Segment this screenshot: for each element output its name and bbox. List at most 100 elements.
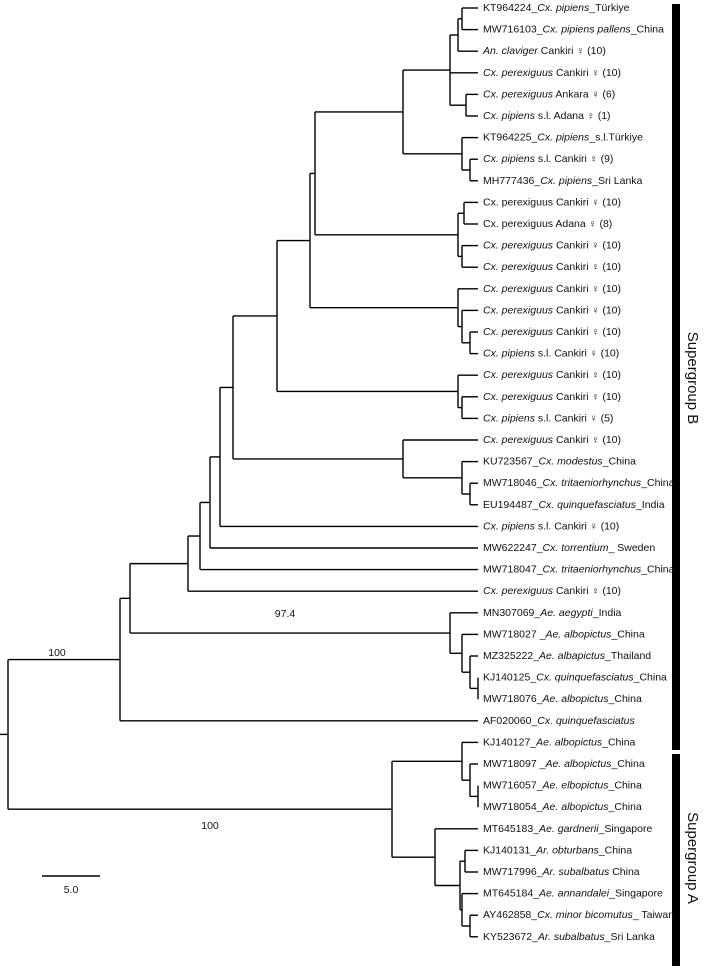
label-part: MW622247_ [483,542,543,554]
label-part: Cankiri ♀ (10) [553,304,621,316]
leaf-label: Cx. perexiguus Cankiri ♀ (10) [483,261,621,273]
label-part: MT645183_ [483,823,539,835]
leaf-label: Cx. perexiguus Cankiri ♀ (10) [483,326,621,338]
label-part: s.l. Cankiri ♀ (10) [535,347,619,359]
leaf-label: MT645184_Ae. annandalei_Singapore [483,887,663,899]
leaf-label: KT964224_Cx. pipiens_Türkiye [483,2,630,14]
label-part: KJ140127_ [483,736,536,748]
label-part: Cankiri ♀ (10) [538,45,606,57]
label-part: Cankiri ♀ (10) [553,434,621,446]
label-part: Cx. quinquefasciatus [537,715,635,727]
label-part: Cankiri ♀ (10) [553,369,621,381]
leaf-label: KJ140127_Ae. albopictus_China [483,736,636,748]
label-part: KJ140131_ [483,844,536,856]
label-part: Cankiri ♀ (10) [553,391,621,403]
label-part: Ae. gardnerii [538,823,599,835]
label-part: Cx. perexiguus [483,585,554,597]
bootstrap-label: 100 [201,820,219,832]
label-part: Cx. quinquefasciatus [538,499,636,511]
label-part: _Singapore [598,823,653,835]
label-part: Ae. aegypti [539,607,593,619]
label-part: MW716057_ [483,779,543,791]
label-part: KU723567_ [483,455,539,467]
label-part: Cx. perexiguus [483,67,554,79]
leaf-label: Cx. perexiguus Cankiri ♀ (10) [483,585,621,597]
label-part: s.l. Cankiri ♀ (10) [535,520,619,532]
label-part: Cx. pipiens [483,153,536,165]
label-part: _ Sweden [607,542,655,554]
label-part: MT645184_ [483,887,539,899]
label-part: An. claviger [482,45,538,57]
leaf-label: Cx. perexiguus Cankiri ♀ (10) [483,239,621,251]
leaf-label: MW718027 _Ae. albopictus_China [483,628,645,640]
label-part: s.l. Cankiri ♀ (9) [535,153,613,165]
label-part: s.l. Cankiri ♀ (5) [535,412,613,424]
leaf-label: EU194487_Cx. quinquefasciatus_India [483,499,665,511]
label-part: _China [608,801,642,813]
leaf-label: MN307069_Ae. aegypti_India [483,607,622,619]
leaf-label: Cx. perexiguus Ankara ♀ (6) [483,88,615,100]
label-part: _China [633,671,667,683]
label-part: Ae. albopictus [542,693,610,705]
label-part: Cx. perexiguus [483,88,554,100]
leaf-label: Cx. pipiens s.l. Cankiri ♀ (9) [483,153,613,165]
label-part: MW717996_ [483,866,543,878]
leaf-label: Cx. perexiguus Cankiri ♀ (10) [483,369,621,381]
label-part: _China [610,758,644,770]
label-part: _India [635,499,665,511]
label-part: MW718054_ [483,801,543,813]
label-part: _China [608,779,642,791]
label-part: _Türkiye [588,2,629,14]
label-part: Cx. pipiens [483,347,536,359]
label-part: Cx. perexiguus [483,304,554,316]
label-part: _s.l.Türkiye [588,131,643,143]
label-part: AY462858_ [483,909,537,921]
label-part: EU194487_ [483,499,539,511]
label-part: Cx. minor bicomutus [537,909,633,921]
leaf-label: Cx. pipiens s.l. Adana ♀ (1) [483,110,611,122]
label-part: Cx. torrentium [543,542,609,554]
label-part: MW716103_ [483,23,543,35]
leaf-label: Cx. perexiguus Cankiri ♀ (10) [483,196,621,208]
label-part: Cankiri ♀ (10) [553,67,621,79]
leaf-label: KJ140131_Ar. obturbans_China [483,844,632,856]
label-part: Cx. modestus [538,455,603,467]
label-part: Cx. quinquefasciatus [536,671,634,683]
label-part: Ae. elbopictus [542,779,610,791]
leaf-label: MZ325222_Ae. albapictus_Thailand [483,650,651,662]
label-part: Ae. albopictus [542,801,610,813]
label-part: _India [592,607,622,619]
label-part: KT964224_ [483,2,537,14]
leaf-label: MH777436_Cx. pipiens_Sri Lanka [483,175,643,187]
bootstrap-label: 100 [48,647,66,659]
label-part: MW718027 _ [483,628,546,640]
label-part: _China [602,455,636,467]
leaf-label: MW717996_Ar. subalbatus China [483,866,640,878]
label-part: Ae. annandalei [538,887,610,899]
leaf-label: MW718097 _Ae. albopictus_China [483,758,645,770]
label-part: Ar. obturbans [535,844,599,856]
label-part: MZ325222_ [483,650,539,662]
label-part: Cx. tritaeniorhynchus [543,477,642,489]
label-part: _ Taiwan [632,909,674,921]
label-part: Cx. perexiguus Adana ♀ (8) [483,218,612,230]
label-part: _Singapore [608,887,663,899]
label-part: Ankara ♀ (6) [553,88,615,100]
label-part: Cankiri ♀ (10) [553,585,621,597]
label-part: MW718046_ [483,477,543,489]
supergroup-b-bar [672,4,680,750]
leaf-label: MW718054_Ae. albopictus_China [483,801,642,813]
label-part: Ar. subalbatus [537,931,605,943]
label-part: _China [608,693,642,705]
leaf-label: MT645183_Ae. gardnerii_Singapore [483,823,652,835]
leaf-label: Cx. perexiguus Cankiri ♀ (10) [483,67,621,79]
label-part: Cx. pipiens [483,412,536,424]
label-part: Cx. perexiguus [483,369,554,381]
label-part: KT964225_ [483,131,537,143]
label-part: Cx. perexiguus Cankiri ♀ (10) [483,196,621,208]
label-part: MW718047_ [483,563,543,575]
label-part: Cankiri ♀ (10) [553,239,621,251]
label-part: _China [601,736,635,748]
label-part: Cx. perexiguus [483,283,554,295]
label-part: MN307069_ [483,607,540,619]
